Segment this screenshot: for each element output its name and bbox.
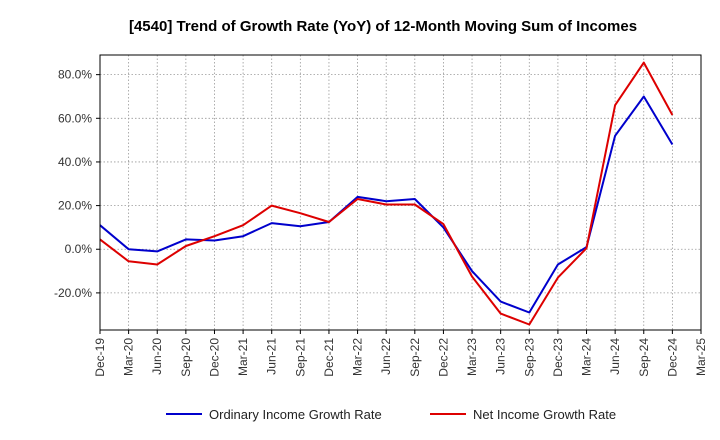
x-tick-label: Dec-20: [207, 338, 221, 377]
y-tick-label: 60.0%: [58, 111, 92, 125]
x-tick-label: Sep-22: [408, 338, 422, 377]
x-tick-label: Jun-22: [379, 338, 393, 375]
x-tick-label: Sep-21: [293, 338, 307, 377]
y-tick-label: 0.0%: [65, 242, 93, 256]
x-tick-label: Jun-21: [265, 338, 279, 375]
x-tick-label: Sep-24: [637, 338, 651, 377]
x-tick-label: Sep-20: [179, 338, 193, 377]
series-layer: [99, 61, 674, 326]
y-tick-label: -20.0%: [54, 286, 92, 300]
y-tick-label: 20.0%: [58, 199, 92, 213]
plot-area: [100, 55, 701, 330]
x-axis: Dec-19 Mar-20 Jun-20 Sep-20 Dec-20 Mar-21 Jun-…: [93, 330, 708, 377]
legend-label-2: Net Income Growth Rate: [473, 407, 616, 422]
gridlines: [100, 55, 701, 330]
x-tick-label: Mar-22: [351, 338, 365, 376]
x-tick-label: Mar-25: [694, 338, 708, 376]
series-line-1: [99, 95, 674, 314]
x-tick-label: Dec-21: [322, 338, 336, 377]
x-tick-label: Mar-23: [465, 338, 479, 376]
series-line-2: [99, 61, 674, 326]
x-tick-label: Mar-20: [122, 338, 136, 376]
x-tick-label: Dec-24: [665, 338, 679, 377]
x-tick-label: Mar-24: [580, 338, 594, 376]
legend-label-1: Ordinary Income Growth Rate: [209, 407, 382, 422]
y-axis: 80.0% 60.0% 40.0% 20.0% 0.0% -20.0%: [54, 68, 100, 300]
x-tick-label: Jun-24: [608, 338, 622, 375]
x-tick-label: Mar-21: [236, 338, 250, 376]
y-tick-label: 80.0%: [58, 68, 92, 82]
x-tick-label: Dec-23: [551, 338, 565, 377]
x-tick-label: Sep-23: [522, 338, 536, 377]
y-tick-label: 40.0%: [58, 155, 92, 169]
plot-frame: [99, 54, 702, 331]
chart-title: [4540] Trend of Growth Rate (YoY) of 12-…: [129, 18, 637, 35]
legend: Ordinary Income Growth Rate Net Income Gr…: [166, 407, 616, 422]
x-tick-label: Jun-20: [150, 338, 164, 375]
x-tick-label: Dec-19: [93, 338, 107, 377]
x-tick-label: Jun-23: [494, 338, 508, 375]
x-tick-label: Dec-22: [436, 338, 450, 377]
